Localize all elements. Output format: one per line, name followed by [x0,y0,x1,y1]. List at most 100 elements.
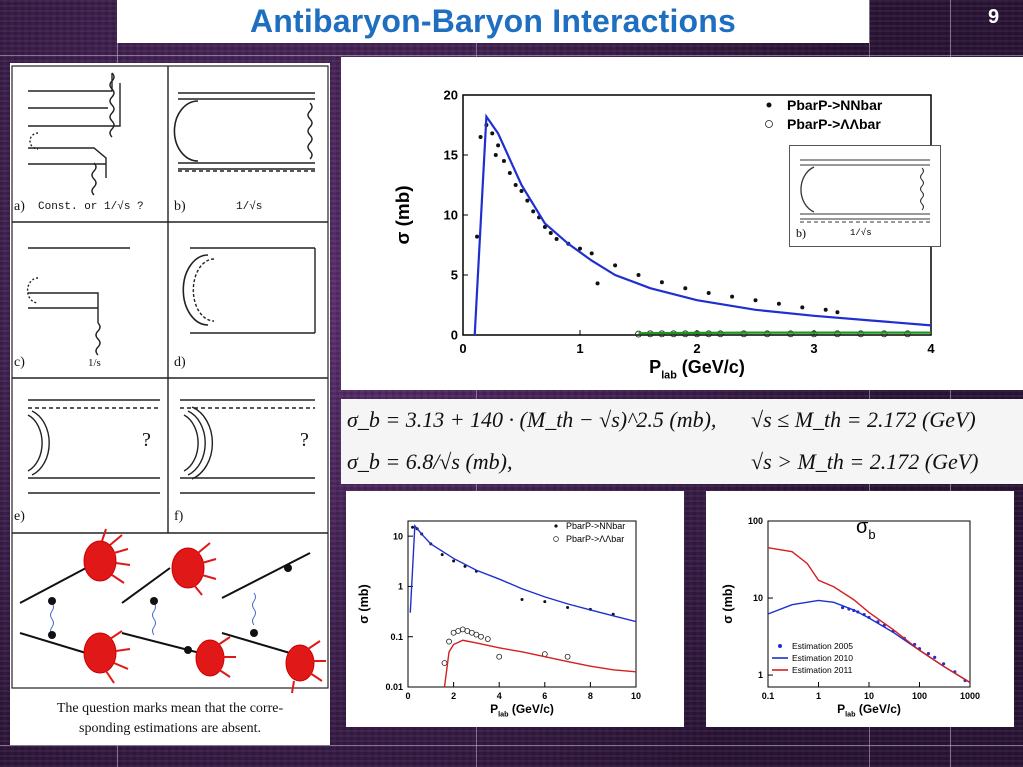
x-tick-label: 100 [912,691,927,701]
data-point [548,231,553,235]
y-tick-label: 20 [444,88,458,103]
x-tick-label: 0 [405,691,410,701]
feynman-diagram-panel: a) Const. or 1/√s ? b) 1/√s c) 1/s d) e)… [10,63,330,745]
data-point [496,143,501,148]
x-tick-label: 2 [451,691,456,701]
x-tick-label: 4 [927,341,935,356]
data-point-open [484,636,491,642]
y-tick-label: 10 [393,531,403,541]
data-point [730,294,735,299]
x-tick-label: 1 [816,691,821,701]
bottom-right-loglog-chart: 0.1 1 10 100 1000 1 10 100 Plab (GeV/c) σ (mb) σb E… [706,491,1014,727]
inset-svg [800,159,930,223]
x-axis-label: Plab (GeV/c) [837,702,901,719]
data-point [519,189,524,193]
data-point [475,234,480,239]
diagram-f-question-mark: ? [300,429,309,451]
y-tick-label: 0.1 [390,632,403,642]
legend-label: Estimation 2010 [792,653,853,663]
x-axis-label: Plab (GeV/c) [490,702,554,719]
data-point [554,237,559,241]
y-axis-label: σ (mb) [721,584,735,623]
x-tick-label: 1000 [960,691,980,701]
top-cross-section-chart: 0 1 2 3 4 0 5 10 15 20 Plab (GeV/c) σ (mb) PbarP->NN… [341,57,1023,390]
data-point [578,246,582,251]
formula-line1-right: √s ≤ M_th = 2.172 (GeV) [751,407,976,432]
bottom-left-chart-svg: 0 2 4 6 8 10 0.01 0.1 1 10 Plab (GeV/c) σ (mb) PbarP… [357,520,641,719]
data-point [659,280,664,285]
data-point-open [833,330,841,338]
formula-box: σ_b = 3.13 + 140 · (M_th − √s)^2.5 (mb),… [341,399,1023,484]
data-point [776,301,781,306]
legend-label: Estimation 2011 [792,665,853,675]
x-tick-label: 8 [588,691,593,701]
legend-marker-filled [554,524,558,528]
data-point [501,159,506,163]
data-point-open [810,330,818,338]
diagram-caption-line1: The question marks mean that the corre- [56,701,284,716]
diagram-b-label: b) [174,199,186,214]
green-curve [638,331,931,335]
data-point [463,564,467,568]
data-point-open [441,660,448,666]
data-point [589,251,594,256]
data-point [440,553,444,557]
bottom-left-log-chart: 0 2 4 6 8 10 0.01 0.1 1 10 Plab (GeV/c) σ (mb) PbarP… [346,491,684,727]
data-point [566,606,570,610]
x-tick-label: 4 [497,691,502,701]
data-point-open [740,330,748,338]
y-tick-label: 0 [451,328,458,343]
diagram-a-label: a) [14,199,25,214]
formula-line2-right: √s > M_th = 2.172 (GeV) [751,449,979,474]
legend-label: PbarP->ΛΛbar [787,116,881,132]
data-point [926,651,930,656]
x-tick-label: 0 [459,341,466,356]
data-point-open [880,330,888,338]
data-point [531,209,536,214]
data-point [835,310,840,315]
y-tick-label: 1 [398,582,403,592]
data-point [636,273,641,277]
diagram-a-note: Const. or 1/√s ? [38,201,144,213]
data-point [823,307,828,312]
data-point [595,281,600,286]
x-axis-label: Plab (GeV/c) [649,357,745,381]
red-curve [443,639,637,688]
y-tick-label: 10 [753,593,763,603]
data-point-open [763,330,771,338]
legend-label: PbarP->NNbar [566,521,625,531]
data-point [513,183,518,187]
data-point-open [564,653,571,660]
diagram-b-note: 1/√s [236,201,263,213]
y-tick-label: 100 [748,516,763,526]
data-point [613,263,618,268]
diagram-e-question-mark: ? [142,429,151,451]
data-point [840,606,845,610]
data-point-open [496,653,503,660]
blue-curve [409,524,637,623]
diagram-c-note: 1/s [88,357,101,369]
legend-label: PbarP->ΛΛbar [566,534,624,544]
diagram-d-label: d) [174,355,186,370]
inset-diagram: b) 1/√s [789,145,941,247]
red-curve [767,547,971,684]
data-point-open [478,633,484,640]
x-tick-label: 3 [810,341,817,356]
bottom-right-chart-svg: 0.1 1 10 100 1000 1 10 100 Plab (GeV/c) σ (mb) σb E… [721,516,980,719]
data-point [933,655,937,659]
y-tick-label: 5 [451,268,458,283]
data-point [683,286,688,291]
data-point [411,525,415,529]
diagram-e-label: e) [14,509,25,524]
blue-curve [473,113,932,336]
y-tick-label: 10 [444,208,458,223]
data-point [706,291,711,295]
data-point [507,171,512,175]
diagram-f-label: f) [174,509,184,524]
data-point [753,298,758,303]
data-point [490,131,495,136]
diagram-c-label: c) [14,355,25,370]
legend-marker-filled [766,102,772,108]
data-point [542,225,547,229]
x-tick-label: 1 [576,341,583,356]
